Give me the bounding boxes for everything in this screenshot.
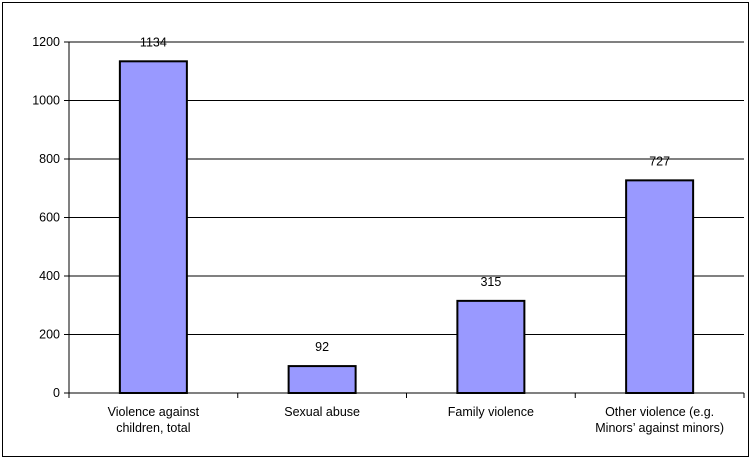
- y-tick-label: 600: [39, 211, 60, 225]
- data-label: 92: [315, 340, 329, 354]
- y-tick-label: 1000: [32, 94, 60, 108]
- x-tick-label: Violence against: [108, 405, 200, 419]
- y-axis-ticks: 0 200 400 600 800 1000 1200: [32, 35, 69, 400]
- y-tick-label: 0: [53, 386, 60, 400]
- data-label: 315: [480, 275, 501, 289]
- bar: [625, 179, 695, 394]
- data-label: 727: [649, 154, 670, 168]
- bar: [287, 365, 357, 394]
- x-tick-label: Minors’ against minors): [595, 421, 724, 435]
- y-tick-label: 400: [39, 269, 60, 283]
- x-axis-labels: Violence against children, total Sexual ab…: [68, 393, 745, 435]
- x-tick-label: Other violence (e.g.: [605, 405, 714, 419]
- bar: [456, 299, 526, 394]
- x-tick-label: children, total: [116, 421, 190, 435]
- x-tick-label: Sexual abuse: [284, 405, 360, 419]
- data-label: 1134: [140, 35, 167, 49]
- bars: [118, 60, 695, 395]
- x-tick-label: Family violence: [448, 405, 534, 419]
- y-tick-label: 200: [39, 328, 60, 342]
- data-labels: 1134 92 315 727: [140, 35, 670, 354]
- y-tick-label: 1200: [32, 35, 60, 49]
- bar: [118, 60, 188, 395]
- y-tick-label: 800: [39, 152, 60, 166]
